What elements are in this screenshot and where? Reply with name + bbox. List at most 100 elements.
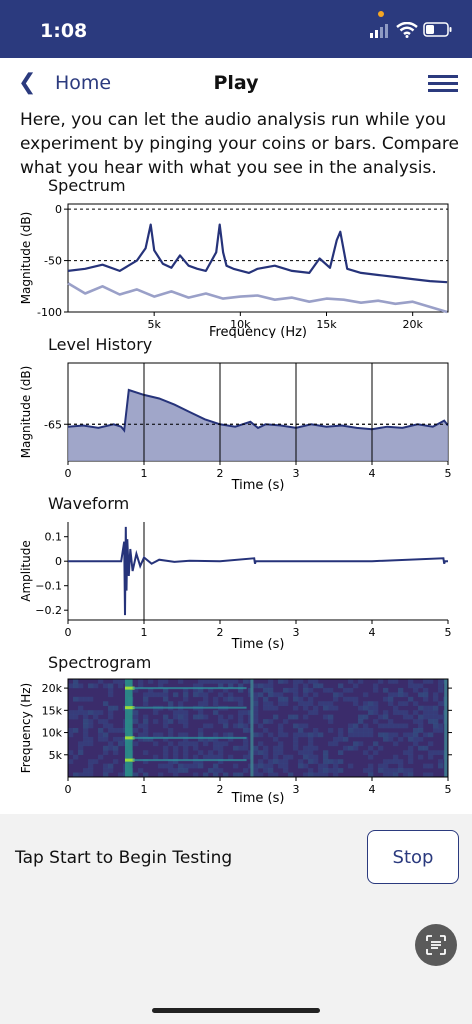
spectrogram-cell [278,701,284,707]
spectrogram-cell [103,768,109,773]
spectrogram-event [444,679,448,777]
spectrogram-cell [408,750,414,756]
spectrogram-cell [418,736,424,742]
spectrogram-cell [183,741,189,747]
spectrum-title: Spectrum [48,176,126,195]
spectrogram-cell [208,750,214,756]
spectrogram-cell [98,679,104,684]
spectrogram-cell [118,683,124,689]
spectrogram-cell [213,754,219,760]
x-tick-label: 2 [217,626,224,639]
spectrogram-cell [268,705,274,711]
spectrogram-cell [178,714,184,720]
spectrogram-cell [363,768,369,773]
back-home-button[interactable]: Home [55,72,112,94]
chevron-left-icon[interactable]: ❮ [18,70,37,95]
spectrogram-cell [243,723,249,729]
spectrogram-cell [143,772,149,778]
spectrogram-cell [163,723,169,729]
spectrogram-cell [113,750,119,756]
spectrogram-cell [143,701,149,707]
spectrogram-cell [203,679,209,684]
spectrogram-cell [133,728,139,733]
spectrogram-cell [278,763,284,769]
spectrogram-cell [228,754,234,760]
spectrogram-cell [133,741,139,747]
spectrogram-cell [438,723,444,729]
spectrogram-cell [253,745,259,751]
spectrogram-cell [418,754,424,760]
spectrogram-cell [328,741,334,747]
spectrogram-cell [373,710,379,715]
spectrogram-cell [218,759,224,764]
spectrogram-cell [413,687,419,693]
spectrogram-cell [338,768,344,773]
spectrogram-cell [103,701,109,707]
spectrogram-cell [393,772,399,778]
spectrogram-cell [323,768,329,773]
spectrogram-cell [108,763,114,769]
spectrogram-cell [363,701,369,707]
status-bar: 1:08 [0,0,472,58]
spectrogram-cell [118,728,124,733]
spectrogram-cell [183,692,189,698]
spectrogram-cell [293,741,299,747]
analysis-content: Here, you can let the audio analysis run… [0,108,472,814]
spectrogram-cell [423,710,429,715]
stop-button[interactable]: Stop [367,830,459,884]
y-tick-label: 5k [49,749,63,762]
spectrogram-cell [318,701,324,707]
spectrogram-cell [303,745,309,751]
spectrogram-cell [273,750,279,756]
spectrogram-cell [108,705,114,711]
plot-frame [67,678,449,778]
spectrogram-cell [428,732,434,738]
spectrogram-cell [358,714,364,720]
spectrogram-cell [268,687,274,693]
spectrogram-harmonic-peak [125,686,135,690]
level-history-title: Level History [48,335,153,354]
spectrogram-cell [403,750,409,756]
spectrogram-cell [163,763,169,769]
spectrogram-cell [198,736,204,742]
hamburger-menu-icon[interactable] [428,72,458,94]
spectrogram-cell [293,745,299,751]
spectrogram-cell [208,768,214,773]
text-scan-icon[interactable] [415,924,457,966]
spectrogram-cell [343,687,349,693]
spectrogram-harmonic-peak [125,758,135,762]
spectrogram-cell [393,768,399,773]
spectrogram-cell [428,710,434,715]
spectrogram-cell [233,772,239,778]
spectrogram-cell [233,679,239,684]
spectrogram-cell [398,710,404,715]
spectrogram-cell [113,728,119,733]
status-time: 1:08 [40,20,88,42]
spectrogram-cell [348,723,354,729]
spectrogram-cell [83,732,89,738]
spectrogram-cell [338,728,344,733]
spectrogram-cell [228,692,234,698]
spectrogram-cell [383,763,389,769]
spectrogram-cell [218,754,224,760]
spectrogram-cell [113,736,119,742]
spectrogram-cell [258,692,264,698]
spectrogram-cell [393,692,399,698]
spectrogram-cell [328,687,334,693]
spectrogram-cell [413,736,419,742]
spectrogram-cell [438,750,444,756]
spectrogram-cell [138,683,144,689]
spectrogram-cell [408,683,414,689]
spectrogram-cell [318,768,324,773]
spectrogram-cell [178,763,184,769]
spectrogram-cell [98,728,104,733]
spectrogram-cell [238,745,244,751]
spectrogram-cell [303,750,309,756]
y-tick-label: 0 [55,555,62,568]
spectrogram-harmonic-peak [125,706,135,710]
spectrum-series-primary [67,223,448,284]
spectrogram-cell [278,696,284,702]
spectrogram-cell [273,736,279,742]
spectrogram-cell [403,732,409,738]
spectrogram-cell [298,763,304,769]
